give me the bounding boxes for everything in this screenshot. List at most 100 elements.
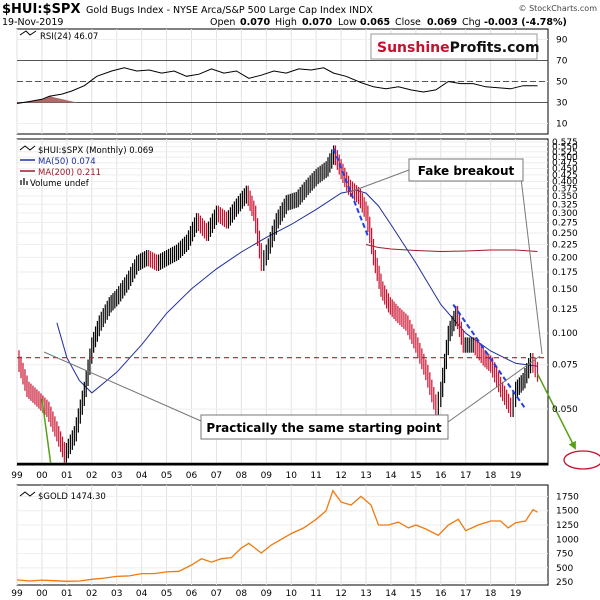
x-tick-label: 02 xyxy=(86,471,97,481)
same-start-pointer xyxy=(43,351,202,422)
x-tick-label: 16 xyxy=(435,589,447,599)
x-tick-label: 12 xyxy=(335,471,346,481)
x-tick-label: 07 xyxy=(211,589,222,599)
x-tick-label: 99 xyxy=(11,471,23,481)
x-tick-label: 16 xyxy=(435,471,447,481)
x-tick-label: 17 xyxy=(460,589,471,599)
price-tick-label: 0.425 xyxy=(552,171,578,181)
gold-tick-label: 750 xyxy=(556,550,573,560)
symbol-title: $HUI:$SPX xyxy=(2,2,80,17)
x-tick-label: 10 xyxy=(285,589,297,599)
x-tick-label: 13 xyxy=(360,589,371,599)
price-tick-label: 0.575 xyxy=(552,138,578,148)
gold-legend: $GOLD 1474.30 xyxy=(19,491,106,502)
ma50-legend-label: MA(50) 0.074 xyxy=(38,157,96,167)
rsi-tick-label: 90 xyxy=(556,36,568,46)
price-tick-label: 0.525 xyxy=(552,148,578,158)
fake-breakout-callout: Fake breakout xyxy=(408,158,524,182)
x-tick-label: 18 xyxy=(485,471,497,481)
price-tick-label: 0.100 xyxy=(552,329,578,339)
grid-layer xyxy=(16,29,548,585)
x-tick-label: 19 xyxy=(510,589,522,599)
price-legend: $HUI:$SPX (Monthly) 0.069 MA(50) 0.074 M… xyxy=(19,145,154,189)
x-tick-label: 18 xyxy=(485,589,497,599)
x-tick-label: 15 xyxy=(410,589,421,599)
ma200-legend-label: MA(200) 0.211 xyxy=(38,168,101,178)
target-ellipse xyxy=(563,450,600,470)
price-tick-label: 0.275 xyxy=(552,219,578,229)
price-tick-label: 0.225 xyxy=(552,240,578,250)
x-tick-label: 14 xyxy=(385,589,397,599)
brand-box xyxy=(370,33,538,60)
same-start-callout: Practically the same starting point xyxy=(200,414,449,440)
x-tick-label: 01 xyxy=(61,471,72,481)
chg-label: Chg xyxy=(462,17,481,28)
same-start-box xyxy=(200,414,449,440)
x-tick-label: 14 xyxy=(385,471,397,481)
x-tick-label: 11 xyxy=(310,471,321,481)
rsi-legend-label: RSI(24) 46.07 xyxy=(40,32,98,42)
price-tick-label: 0.350 xyxy=(552,192,578,202)
price-tick-label: 0.400 xyxy=(552,178,578,188)
gold-tick-label: 1000 xyxy=(556,535,579,545)
quote-date: 19-Nov-2019 xyxy=(2,17,63,28)
x-tick-label: 12 xyxy=(335,589,346,599)
symbol-description: Gold Bugs Index - NYSE Arca/S&P 500 Larg… xyxy=(86,5,373,16)
brand-logo: SunshineProfits.com xyxy=(370,33,540,60)
x-tick-label: 05 xyxy=(161,471,172,481)
gold-tick-label: 1250 xyxy=(556,521,579,531)
gold-tick-label: 1500 xyxy=(556,507,579,517)
x-tick-label: 99 xyxy=(11,589,23,599)
high-value: 0.070 xyxy=(302,17,332,28)
price-legend-label: $HUI:$SPX (Monthly) 0.069 xyxy=(38,146,154,156)
gold-tick-label: 500 xyxy=(556,564,573,574)
rsi-tick-label: 10 xyxy=(556,120,568,130)
x-tick-label: 05 xyxy=(161,589,172,599)
high-label: High xyxy=(275,17,297,28)
price-tick-label: 0.300 xyxy=(552,209,578,219)
rsi-tick-label: 30 xyxy=(556,99,568,109)
close-value: 0.069 xyxy=(427,17,457,28)
open-label: Open xyxy=(210,17,235,28)
gold-line-icon xyxy=(19,491,36,497)
copyright-notice: © StockCharts.com xyxy=(519,4,598,13)
x-tick-label: 13 xyxy=(360,471,371,481)
rsi-tick-label: 50 xyxy=(556,78,568,88)
brand-part-profits: Profits.com xyxy=(450,40,540,56)
x-tick-label: 08 xyxy=(236,471,248,481)
rsi-line xyxy=(16,67,538,104)
volume-bars-icon xyxy=(20,178,28,185)
price-tick-label: 0.325 xyxy=(552,200,578,210)
rsi-legend: RSI(24) 46.07 xyxy=(19,30,98,42)
chg-value: -0.003 (-4.78%) xyxy=(484,17,567,28)
fake-breakout-label: Fake breakout xyxy=(418,164,515,178)
price-tick-label: 0.150 xyxy=(552,285,578,295)
price-tick-label: 0.450 xyxy=(552,165,578,175)
x-tick-label: 02 xyxy=(86,589,97,599)
x-tick-label: 06 xyxy=(186,589,198,599)
ma200-line xyxy=(365,244,538,253)
gold-line xyxy=(16,489,538,582)
x-tick-label: 19 xyxy=(510,471,522,481)
starting-point-arrow xyxy=(41,398,52,464)
price-tick-label: 0.375 xyxy=(552,185,578,195)
x-tick-label: 04 xyxy=(136,589,148,599)
price-tick-label: 0.175 xyxy=(552,268,578,278)
brand-part-sunshine: Sunshine xyxy=(377,40,450,56)
low-label: Low xyxy=(338,17,357,28)
gold-legend-label: $GOLD 1474.30 xyxy=(38,492,106,502)
gold-tick-label: 250 xyxy=(556,578,573,588)
price-tick-label: 0.550 xyxy=(552,143,578,153)
price-tick-label: 0.250 xyxy=(552,229,578,239)
open-value: 0.070 xyxy=(240,17,270,28)
price-tick-label: 0.500 xyxy=(552,153,578,163)
x-tick-label: 03 xyxy=(111,589,122,599)
close-label: Close xyxy=(395,17,421,28)
x-tick-label: 11 xyxy=(310,589,321,599)
fake-breakout-pointer xyxy=(349,169,410,193)
x-tick-label: 04 xyxy=(136,471,148,481)
trend-line-2016 xyxy=(452,303,527,410)
brand-name: SunshineProfits.com xyxy=(377,40,540,56)
chart-header: $HUI:$SPX Gold Bugs Index - NYSE Arca/S&… xyxy=(2,2,597,28)
